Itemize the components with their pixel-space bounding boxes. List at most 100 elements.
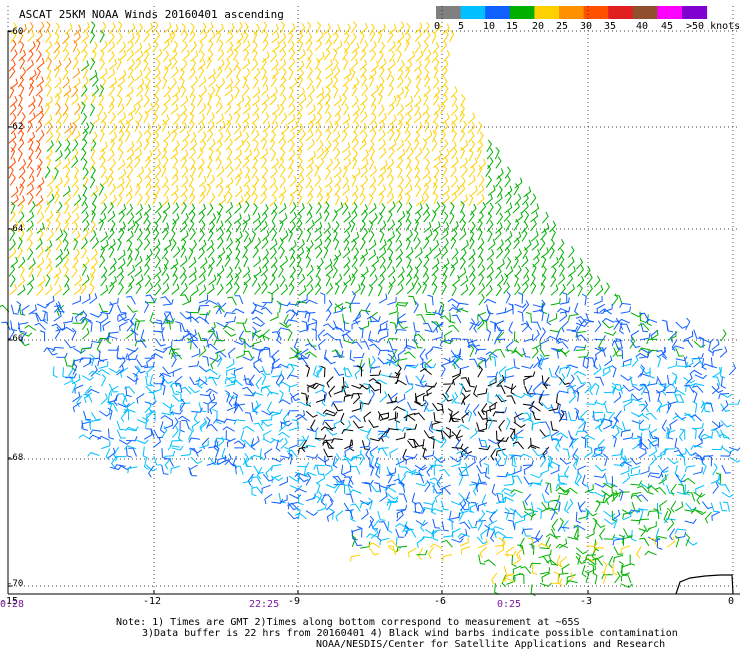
wind-barb: [78, 434, 91, 440]
wind-barb: [333, 95, 342, 107]
wind-barb: [523, 334, 534, 342]
wind-barb: [325, 484, 339, 489]
wind-barb: [208, 147, 214, 160]
wind-barb: [638, 507, 644, 520]
wind-barb: [333, 66, 341, 79]
wind-barb: [323, 323, 335, 331]
wind-barb: [99, 49, 105, 62]
wind-barb: [620, 583, 633, 588]
wind-barb: [395, 219, 403, 232]
wind-barb: [305, 410, 318, 418]
wind-barb: [153, 275, 161, 288]
wind-barb: [557, 475, 569, 482]
wind-barb: [432, 41, 440, 54]
wind-barb: [371, 256, 379, 267]
wind-barb: [255, 376, 262, 389]
wind-barb: [614, 320, 624, 330]
wind-barb: [64, 122, 73, 134]
wind-barb: [333, 249, 342, 261]
wind-barb: [179, 122, 187, 134]
wind-barb: [235, 465, 244, 475]
wind-barb: [487, 392, 493, 405]
wind-barb: [701, 363, 714, 368]
wind-barb: [109, 138, 116, 151]
wind-barb: [442, 393, 453, 402]
wind-barb: [487, 377, 497, 387]
wind-barb: [208, 326, 216, 339]
wind-barb: [226, 48, 234, 61]
wind-barb: [118, 112, 127, 124]
wind-barb: [81, 202, 89, 214]
wind-barb: [190, 58, 197, 72]
wind-barb: [490, 529, 496, 543]
wind-barb: [520, 566, 532, 575]
wind-barb: [233, 76, 240, 89]
wind-barb: [442, 84, 449, 97]
wind-barb: [179, 255, 188, 267]
wind-barb: [559, 306, 571, 314]
wind-barb: [351, 184, 359, 197]
wind-barb: [334, 282, 340, 295]
wind-barb: [143, 211, 150, 225]
wind-barb: [38, 130, 45, 143]
wind-barb: [298, 285, 307, 297]
wind-barb: [369, 120, 378, 133]
wind-barb: [532, 305, 544, 313]
wind-barb: [178, 415, 191, 422]
wind-barb: [505, 347, 518, 353]
wind-barb: [388, 128, 395, 141]
wind-barb: [511, 455, 517, 468]
wind-barb: [316, 102, 323, 115]
wind-barb: [517, 292, 524, 304]
wind-barb: [207, 121, 215, 133]
wind-barb: [289, 309, 296, 322]
wind-barb: [294, 512, 307, 520]
wind-barb: [359, 441, 371, 448]
wind-barb: [199, 220, 206, 233]
wind-barb: [29, 200, 36, 213]
wind-barb: [670, 483, 677, 496]
wind-barb: [433, 86, 441, 99]
wind-barb: [8, 165, 14, 179]
wind-barb: [261, 273, 268, 286]
wind-barb: [720, 376, 727, 389]
wind-barb: [370, 94, 377, 108]
wind-barb: [343, 211, 351, 223]
wind-barb: [576, 334, 588, 342]
wind-barb: [531, 340, 541, 350]
wind-barb: [134, 120, 140, 133]
wind-barb: [503, 491, 517, 498]
wind-barb: [297, 435, 310, 441]
wind-barb: [98, 361, 109, 369]
wind-barb: [189, 147, 196, 160]
wind-barb: [297, 203, 305, 215]
wind-barb: [566, 364, 571, 377]
wind-barb: [351, 290, 356, 304]
wind-barb: [517, 544, 525, 555]
wind-barb: [134, 155, 141, 168]
wind-barb: [143, 263, 150, 276]
wind-barb: [270, 408, 283, 414]
wind-barb: [573, 524, 586, 531]
wind-barb: [531, 203, 540, 215]
wind-barb: [126, 354, 138, 360]
wind-barb: [503, 273, 509, 286]
wind-barb: [206, 165, 212, 179]
wind-barb: [370, 274, 378, 287]
wind-barb: [469, 344, 475, 358]
wind-barb: [222, 459, 235, 467]
wind-barb: [81, 256, 90, 268]
wind-barb: [593, 446, 605, 454]
wind-barb: [116, 194, 123, 207]
wind-barb: [206, 203, 214, 216]
wind-barb: [424, 229, 433, 241]
wind-barb: [584, 447, 593, 458]
wind-barb: [663, 448, 675, 454]
wind-barb: [100, 119, 107, 132]
wind-barb: [46, 185, 53, 198]
wind-barb: [394, 329, 407, 335]
wind-barb: [317, 329, 326, 341]
wind-barb: [161, 263, 168, 276]
wind-barb: [107, 167, 114, 180]
wind-barb: [584, 484, 594, 494]
